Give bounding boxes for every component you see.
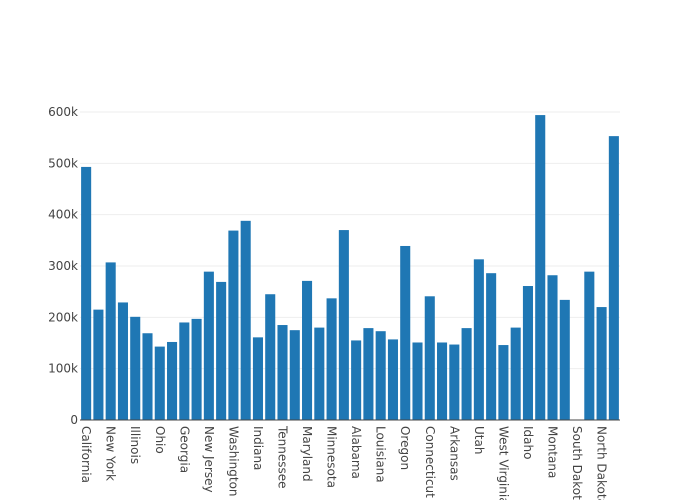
x-tick-label: Minnesota: [325, 426, 339, 488]
x-axis: California New York Illinois Ohio Georgia New…: [79, 419, 620, 500]
bar[interactable]: [105, 262, 116, 420]
bar[interactable]: [302, 280, 313, 420]
x-tick-label: Washington: [226, 426, 240, 497]
bar[interactable]: [424, 296, 435, 420]
bar[interactable]: [216, 281, 227, 420]
bar[interactable]: [314, 327, 325, 420]
bar[interactable]: [351, 340, 362, 420]
x-tick-label: Maryland: [300, 426, 314, 482]
bar[interactable]: [608, 136, 619, 421]
bar[interactable]: [522, 286, 533, 420]
bar[interactable]: [81, 166, 92, 420]
x-tick-label: New Jersey: [202, 426, 216, 493]
x-tick-label: New York: [104, 426, 118, 481]
x-tick-label: Louisiana: [374, 426, 388, 483]
bar[interactable]: [559, 299, 570, 420]
bar[interactable]: [142, 333, 153, 420]
bar[interactable]: [289, 330, 300, 420]
x-tick-label: Alabama: [349, 426, 363, 479]
y-tick-label: 200k: [48, 310, 78, 324]
bar[interactable]: [130, 316, 141, 420]
bar[interactable]: [387, 339, 398, 420]
bar[interactable]: [437, 342, 448, 420]
x-tick-label: Ohio: [153, 426, 167, 454]
x-tick-label: Illinois: [128, 426, 142, 464]
bar[interactable]: [486, 273, 497, 420]
bar[interactable]: [326, 298, 337, 420]
bar[interactable]: [400, 245, 411, 420]
bar[interactable]: [498, 345, 509, 420]
bar[interactable]: [240, 220, 251, 420]
x-tick-label: Indiana: [251, 426, 265, 470]
y-axis: 0 100k 200k 300k 400k 500k 600k: [48, 105, 78, 427]
bar[interactable]: [203, 271, 214, 420]
y-tick-label: 100k: [48, 362, 78, 376]
y-tick-label: 500k: [48, 156, 78, 170]
bar[interactable]: [179, 322, 190, 420]
bar[interactable]: [167, 341, 178, 420]
bar[interactable]: [228, 230, 239, 420]
y-tick-label: 600k: [48, 105, 78, 119]
x-tick-label: Utah: [472, 426, 486, 454]
bar[interactable]: [510, 327, 521, 420]
bar[interactable]: [265, 294, 276, 420]
bar[interactable]: [117, 302, 128, 420]
x-tick-label: Montana: [546, 426, 560, 478]
x-tick-label: Idaho: [521, 426, 535, 459]
bar[interactable]: [449, 344, 460, 420]
bar[interactable]: [252, 337, 263, 420]
bar[interactable]: [338, 230, 349, 420]
bars: [81, 115, 619, 421]
bar[interactable]: [596, 307, 607, 420]
bar[interactable]: [363, 328, 374, 420]
bar[interactable]: [412, 342, 423, 420]
x-tick-label: California: [79, 426, 93, 483]
y-tick-label: 400k: [48, 208, 78, 222]
x-tick-label: Arkansas: [447, 426, 461, 481]
bar[interactable]: [93, 309, 104, 420]
x-tick-label: Tennessee: [276, 425, 290, 489]
x-tick-label: Connecticut: [423, 426, 437, 498]
bar[interactable]: [375, 331, 386, 420]
bar[interactable]: [154, 346, 165, 420]
bar[interactable]: [277, 325, 288, 420]
bar[interactable]: [461, 328, 472, 420]
bar[interactable]: [535, 115, 546, 420]
bar[interactable]: [191, 318, 202, 420]
bar[interactable]: [547, 275, 558, 420]
x-tick-label: Oregon: [398, 426, 412, 470]
x-tick-label: South Dakota: [570, 426, 584, 500]
y-tick-label: 0: [70, 413, 78, 427]
x-tick-label: Georgia: [177, 426, 191, 473]
bar[interactable]: [584, 271, 595, 420]
x-tick-label: North Dakota: [595, 426, 609, 500]
y-tick-label: 300k: [48, 259, 78, 273]
x-tick-label: West Virginia: [496, 426, 510, 500]
bar[interactable]: [473, 259, 484, 420]
